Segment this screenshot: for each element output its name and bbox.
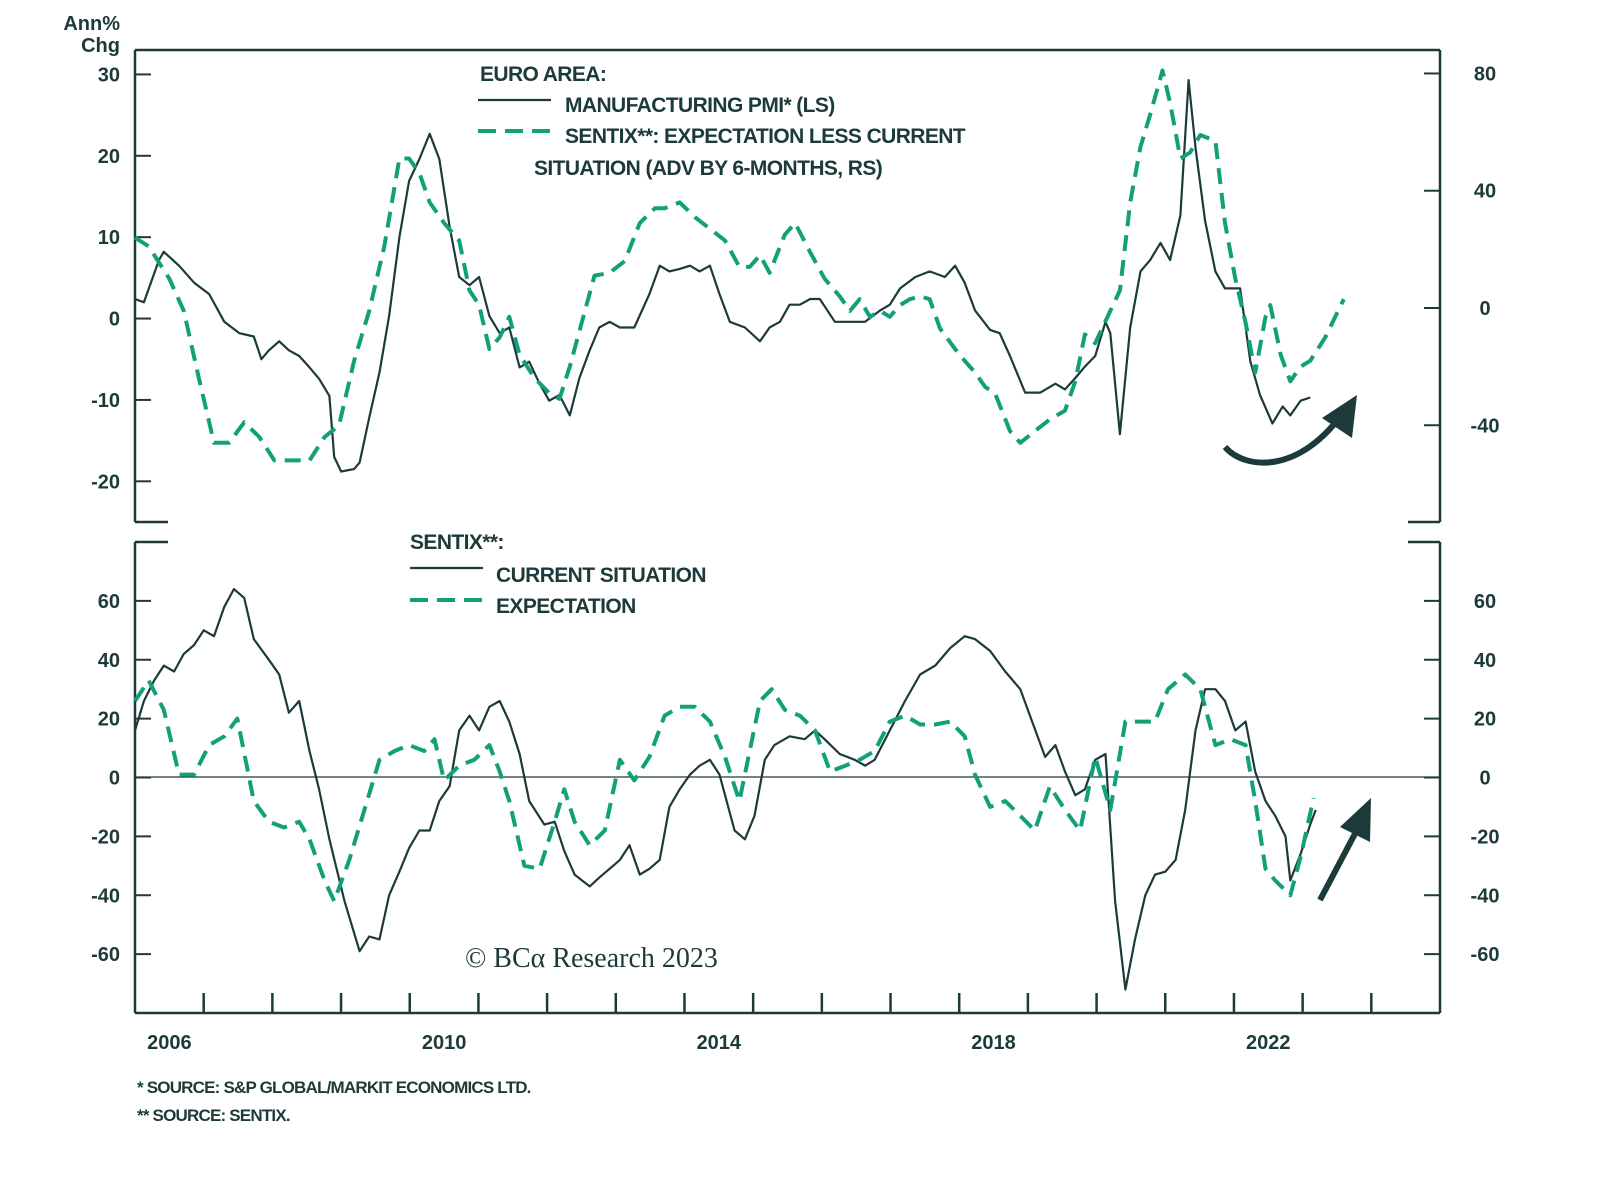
y-left-tick-label: 20 <box>98 146 120 168</box>
y-left-tick-label: 0 <box>109 309 120 331</box>
legend-label-current: CURRENT SITUATION <box>496 564 706 587</box>
y-left-tick-label: -20 <box>91 471 120 493</box>
bottom-legend: SENTIX**: CURRENT SITUATION EXPECTATION <box>410 531 707 618</box>
y-right-tick-label: 20 <box>1474 709 1496 731</box>
y-right-tick-label: 60 <box>1474 591 1496 613</box>
y-unit-label-line1: Ann% <box>63 13 120 35</box>
legend-label-sentix-diff: SENTIX**: EXPECTATION LESS CURRENT <box>565 125 966 148</box>
y-unit-label-line2: Chg <box>81 35 120 57</box>
legend-heading: EURO AREA: <box>480 63 606 86</box>
y-left-tick-label: -10 <box>91 390 120 412</box>
axes: 3020100-10-2080400-406040200-20-40-60604… <box>91 63 1499 1054</box>
top-panel-frame <box>133 48 1442 524</box>
y-right-tick-label: 0 <box>1479 298 1490 320</box>
x-tick-label: 2006 <box>147 1032 192 1054</box>
x-tick-label: 2018 <box>971 1032 1016 1054</box>
footnote-pmi-source: * SOURCE: S&P GLOBAL/MARKIT ECONOMICS LT… <box>137 1078 531 1097</box>
y-right-tick-label: -60 <box>1471 944 1500 966</box>
y-left-tick-label: 10 <box>98 227 120 249</box>
x-tick-label: 2014 <box>697 1032 742 1054</box>
y-right-tick-label: 80 <box>1474 63 1496 85</box>
y-right-tick-label: 40 <box>1474 181 1496 203</box>
series-line-top-solid <box>134 79 1311 473</box>
y-right-tick-label: -40 <box>1471 885 1500 907</box>
top-legend: EURO AREA: MANUFACTURING PMI* (LS) SENTI… <box>478 63 966 180</box>
series-line-bottom-dashed <box>133 672 1316 904</box>
y-right-tick-label: 40 <box>1474 650 1496 672</box>
series-line-top-dashed <box>133 68 1346 463</box>
series-layer <box>133 68 1346 991</box>
y-right-tick-label: 0 <box>1479 768 1490 790</box>
y-left-tick-label: -20 <box>91 826 120 848</box>
y-left-tick-label: 20 <box>98 709 120 731</box>
y-right-tick-label: -20 <box>1471 826 1500 848</box>
curved-up-arrow-annotation <box>1222 395 1357 466</box>
legend-heading-sentix: SENTIX**: <box>410 531 504 554</box>
y-left-tick-label: 0 <box>109 768 120 790</box>
series-line-bottom-solid <box>133 588 1317 991</box>
y-left-tick-label: -40 <box>91 885 120 907</box>
y-left-tick-label: -60 <box>91 944 120 966</box>
footnote-sentix-source: ** SOURCE: SENTIX. <box>137 1106 290 1125</box>
x-tick-label: 2010 <box>422 1032 467 1054</box>
watermark: © BCα Research 2023 <box>465 943 718 974</box>
y-left-tick-label: 30 <box>98 64 120 86</box>
legend-label-expectation: EXPECTATION <box>496 595 636 618</box>
legend-label-sentix-diff-cont: SITUATION (ADV BY 6-MONTHS, RS) <box>534 157 882 180</box>
x-tick-label: 2022 <box>1246 1032 1291 1054</box>
y-left-tick-label: 40 <box>98 650 120 672</box>
y-left-tick-label: 60 <box>98 591 120 613</box>
legend-label-pmi: MANUFACTURING PMI* (LS) <box>565 94 835 117</box>
y-right-tick-label: -40 <box>1471 415 1500 437</box>
straight-up-arrow-annotation <box>1317 798 1371 902</box>
